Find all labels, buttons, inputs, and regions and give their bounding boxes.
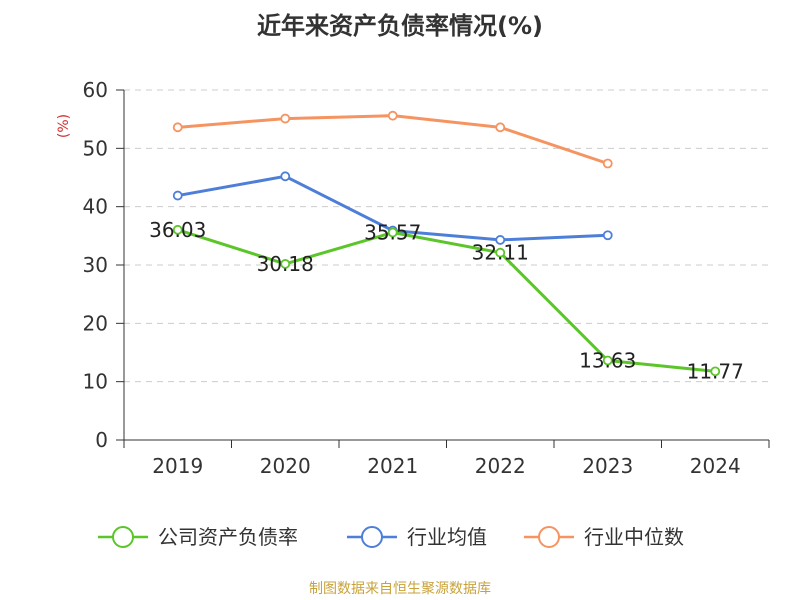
- y-tick-label: 0: [95, 428, 108, 452]
- legend-label: 行业均值: [407, 525, 487, 549]
- data-point: [172, 190, 183, 201]
- data-point: [495, 122, 506, 133]
- data-label: 32.11: [472, 241, 529, 265]
- x-tick-label: 2021: [367, 454, 418, 478]
- y-tick-label: 20: [83, 311, 108, 335]
- x-tick-label: 2023: [582, 454, 633, 478]
- data-point: [602, 158, 613, 169]
- data-point: [280, 113, 291, 124]
- data-point: [280, 259, 291, 269]
- y-tick-label: 40: [83, 195, 108, 219]
- y-axis-unit-label: (%): [56, 114, 72, 138]
- legend-label: 公司资产负债率: [158, 525, 298, 549]
- data-point: [602, 355, 613, 366]
- x-tick-label: 2019: [152, 454, 203, 478]
- axes: 0 10 20 30 40 50 60 2019 2020 2021 2022 2023 2024 (%): [56, 78, 770, 478]
- legend: 公司资产负债率 行业均值 行业中位数: [98, 525, 684, 549]
- x-tick-label: 2024: [690, 454, 741, 478]
- legend-marker: [538, 526, 560, 548]
- data-point: [495, 247, 506, 258]
- data-labels: 36.03 30.18 35.57 32.11 13.63 11.77: [149, 218, 744, 384]
- source-note: 制图数据来自恒生聚源数据库: [309, 581, 491, 597]
- data-point: [495, 235, 506, 245]
- grid-lines: [124, 89, 769, 383]
- legend-label: 行业中位数: [584, 525, 684, 549]
- chart-title: 近年来资产负债率情况(%): [257, 12, 543, 40]
- data-label: 13.63: [579, 348, 636, 372]
- data-label: 11.77: [687, 359, 744, 383]
- data-point: [172, 224, 183, 235]
- y-tick-label: 50: [83, 136, 108, 160]
- x-tick-label: 2020: [260, 454, 311, 478]
- data-label: 36.03: [149, 218, 206, 242]
- data-point: [387, 110, 398, 121]
- y-tick-label: 30: [83, 253, 108, 277]
- legend-marker: [361, 526, 383, 548]
- data-point: [280, 171, 291, 182]
- series-line: [177, 228, 716, 373]
- data-point: [710, 366, 721, 377]
- y-tick-label: 10: [83, 370, 108, 394]
- data-point: [172, 122, 183, 133]
- x-tick-label: 2022: [475, 454, 526, 478]
- legend-marker: [112, 526, 134, 548]
- series-lines: [172, 110, 721, 377]
- data-point: [387, 227, 398, 238]
- data-label: 35.57: [364, 221, 421, 245]
- series-line: [177, 114, 609, 165]
- y-tick-label: 60: [83, 78, 108, 102]
- data-label: 30.18: [257, 252, 314, 276]
- data-point: [602, 230, 613, 241]
